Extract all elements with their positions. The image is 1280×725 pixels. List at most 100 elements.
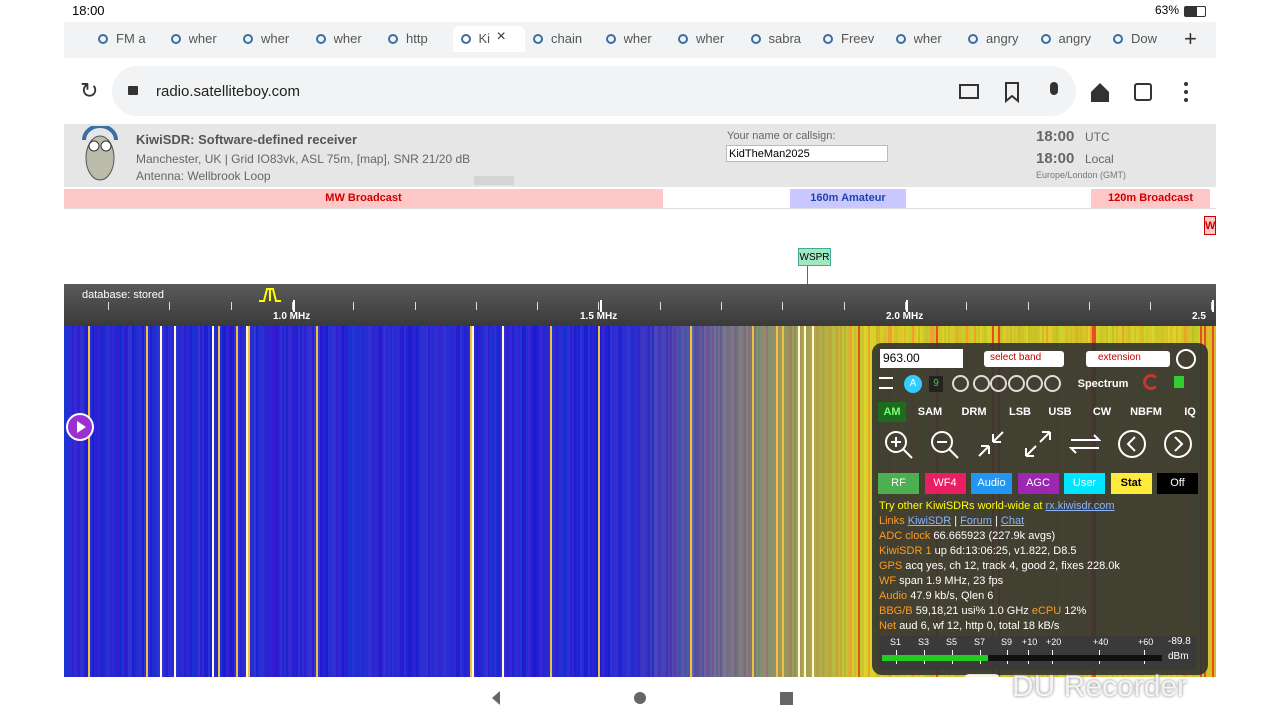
- scale-major: [293, 300, 295, 312]
- tab-icon: [315, 34, 326, 44]
- database-status: database: stored: [82, 289, 164, 301]
- tab-label: angry: [1058, 31, 1092, 46]
- scale-tick: [230, 302, 232, 310]
- tab-icon: [678, 34, 688, 44]
- mic[interactable]: [1050, 82, 1058, 95]
- recents[interactable]: [780, 692, 793, 705]
- tab-label: chain: [551, 31, 583, 46]
- wspr-marker[interactable]: WSPR: [798, 248, 831, 266]
- tab-icon: [1113, 34, 1123, 44]
- band[interactable]: MW Broadcast: [64, 189, 663, 208]
- tab-label: sabra: [768, 31, 802, 46]
- scale-tick: [1088, 302, 1090, 310]
- utc-label: UTC: [1085, 130, 1110, 144]
- scale-tick: [414, 302, 416, 310]
- tab-label: wher: [333, 31, 362, 46]
- scale-major: [906, 300, 908, 312]
- scale-tick: [843, 302, 845, 310]
- scale-label: 1.5 MHz: [580, 311, 618, 322]
- tab-icon: [895, 34, 906, 44]
- tab-icon: [388, 34, 398, 44]
- tab-icon: [170, 34, 181, 44]
- frequency-input[interactable]: 963.00: [880, 349, 963, 368]
- toolbar-icons: [959, 82, 1188, 104]
- scale-label: 2.0 MHz: [886, 311, 924, 322]
- tab-label: Dow: [1131, 31, 1158, 46]
- tab-active[interactable]: Ki ×: [452, 26, 525, 52]
- watermark: DU Recorder: [1012, 670, 1188, 703]
- link[interactable]: KiwiSDR: [907, 515, 952, 527]
- tab[interactable]: angry: [1033, 26, 1105, 52]
- nav-bar: [64, 677, 1216, 720]
- link[interactable]: Forum: [960, 515, 992, 527]
- tab[interactable]: wher: [888, 26, 960, 52]
- scale-major: [1212, 300, 1214, 312]
- home-nav[interactable]: [634, 692, 646, 704]
- status-bar: 18:00 63%: [0, 0, 1280, 22]
- tab-close[interactable]: ×: [496, 28, 506, 45]
- tabs-count[interactable]: [1134, 83, 1152, 101]
- tab-label: Ki: [478, 31, 491, 46]
- band[interactable]: 160m Amateur: [790, 189, 906, 208]
- scale-tick: [475, 302, 477, 310]
- tab-icon: [533, 34, 543, 44]
- tab-icon: [605, 34, 616, 44]
- reload[interactable]: ↻: [80, 78, 99, 103]
- frequency-scale: database: stored 1.0 MHz 1.5 MHz 2.0 MHz 2.…: [64, 284, 1216, 326]
- collapse[interactable]: [474, 176, 514, 185]
- try-link[interactable]: rx.kiwisdr.com: [1045, 500, 1115, 512]
- tab-icon: [460, 34, 471, 44]
- utc-time: 18:00: [1036, 128, 1075, 145]
- scale-tick: [108, 302, 109, 310]
- tab-icon: [968, 34, 978, 44]
- scale-major: [600, 300, 602, 312]
- tab[interactable]: chain: [525, 26, 597, 52]
- battery: 63%: [1155, 3, 1180, 17]
- back[interactable]: [492, 691, 500, 705]
- scale-tick: [598, 302, 600, 310]
- side-play[interactable]: [66, 413, 94, 441]
- tab[interactable]: wher: [598, 26, 670, 52]
- battery-icon: [1184, 6, 1206, 17]
- tab[interactable]: Freev: [815, 26, 887, 52]
- tab-icon: [823, 34, 833, 44]
- tab-label: angry: [986, 31, 1019, 46]
- tab-icon: [1040, 34, 1051, 44]
- passband: [259, 288, 281, 302]
- band[interactable]: W: [1204, 216, 1216, 235]
- tab[interactable]: wher: [163, 26, 235, 52]
- local-label: Local: [1085, 152, 1114, 166]
- scale-tick: [782, 302, 784, 310]
- antenna: Antenna: Wellbrook Loop: [136, 169, 271, 183]
- tab[interactable]: sabra: [743, 26, 815, 52]
- scale-tick: [904, 302, 906, 310]
- title: KiwiSDR: Software-defined receiver: [136, 132, 358, 147]
- tab-icon: [98, 34, 108, 44]
- scale-tick: [537, 302, 539, 310]
- new-tab[interactable]: +: [1184, 26, 1197, 51]
- tab[interactable]: FM a: [90, 26, 162, 52]
- tab[interactable]: wher: [308, 26, 380, 52]
- tab[interactable]: Dow: [1105, 26, 1177, 52]
- link[interactable]: Chat: [1000, 515, 1025, 527]
- scale-tick: [1211, 302, 1213, 310]
- scale-tick: [353, 302, 355, 310]
- tab[interactable]: http: [380, 26, 452, 52]
- tab[interactable]: angry: [960, 26, 1032, 52]
- tab-label: wher: [623, 31, 652, 46]
- cast[interactable]: [959, 84, 979, 99]
- tab[interactable]: wher: [235, 26, 307, 52]
- scale-tick: [659, 302, 661, 310]
- url-bar[interactable]: radio.satelliteboy.com: [112, 66, 1076, 116]
- tab-icon: [750, 34, 761, 44]
- tab-icon: [243, 34, 253, 44]
- scale-tick: [291, 302, 293, 310]
- home[interactable]: [1091, 83, 1109, 102]
- scale-tick: [1027, 302, 1029, 310]
- scale-tick: [169, 302, 171, 310]
- tab[interactable]: wher: [670, 26, 742, 52]
- clock: 18:00: [72, 3, 105, 18]
- name-input[interactable]: KidTheMan2025: [726, 145, 888, 162]
- band[interactable]: 120m Broadcast: [1091, 189, 1210, 208]
- bookmark[interactable]: [1005, 82, 1019, 104]
